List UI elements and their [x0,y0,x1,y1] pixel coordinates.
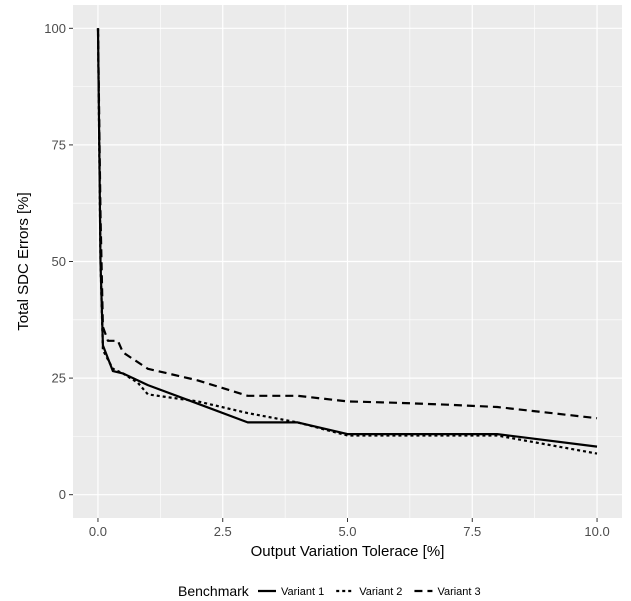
series-line-variant-2 [96,28,598,455]
legend-title: Benchmark [178,583,250,599]
legend-label-variant-2: Variant 2 [359,586,402,598]
x-axis-title: Output Variation Tolerace [%] [251,543,445,560]
y-tick-label: 0 [59,487,66,502]
legend-label-variant-1: Variant 1 [281,586,324,598]
y-tick-label: 50 [52,254,66,269]
legend-label-variant-3: Variant 3 [437,586,480,598]
x-tick-label: 0.0 [89,524,107,539]
x-tick-label: 2.5 [214,524,232,539]
series-layer [96,28,598,455]
y-tick-label: 75 [52,137,66,152]
x-tick-label: 5.0 [338,524,356,539]
x-tick-label: 7.5 [463,524,481,539]
y-tick-label: 100 [44,21,66,36]
series-line-variant-1 [96,28,598,448]
series-line-variant-3 [96,28,598,420]
x-axis: 0.0 2.5 5.0 7.5 10.0 [89,518,610,539]
y-axis: 0 25 50 75 100 [44,21,73,502]
major-gridlines [73,5,622,518]
legend: Benchmark Variant 1 Variant 2 Variant 3 [178,583,481,599]
x-tick-label: 10.0 [584,524,609,539]
y-axis-title: Total SDC Errors [%] [15,192,32,330]
y-tick-label: 25 [52,371,66,386]
